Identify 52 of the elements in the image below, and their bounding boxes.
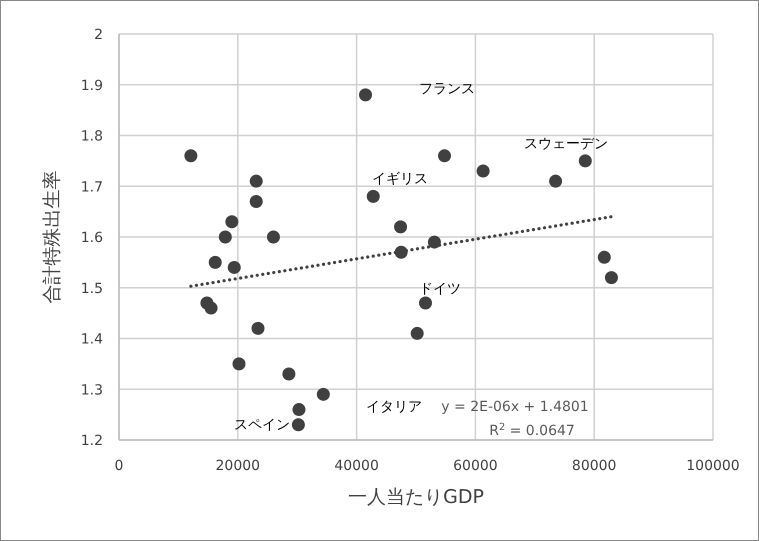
y-tick-label: 1.3 <box>80 382 103 398</box>
point <box>476 164 490 178</box>
point <box>204 302 218 315</box>
x-axis-title: 一人当たりGDP <box>348 486 484 508</box>
point <box>218 230 232 244</box>
point <box>428 236 441 249</box>
point <box>410 326 424 340</box>
annotation: イギリス <box>372 171 428 187</box>
point <box>316 388 330 401</box>
point <box>251 322 264 335</box>
annotation: スウェーデン <box>524 136 608 152</box>
point <box>438 149 452 162</box>
point <box>604 271 618 284</box>
point <box>419 296 432 310</box>
y-tick-label: 1.7 <box>80 179 103 196</box>
point <box>578 154 592 168</box>
point <box>366 190 380 203</box>
annotation: イタリア <box>366 399 422 415</box>
x-tick-label: 40000 <box>334 458 379 474</box>
annotation: スペイン <box>234 417 290 433</box>
point <box>208 256 222 269</box>
x-tick-label: 0 <box>114 458 124 474</box>
point <box>232 357 246 370</box>
annotation: y = 2E-06x + 1.4801 <box>441 399 589 415</box>
point <box>598 250 611 264</box>
x-tick-label: 20000 <box>216 458 260 474</box>
point <box>228 260 241 274</box>
y-axis-title: 合計特殊出生率 <box>41 170 63 304</box>
point <box>250 194 263 208</box>
x-tick-label: 80000 <box>572 458 616 474</box>
y-tick-label: 2 <box>94 27 103 43</box>
annotation: R$^{2}$ = 0.0647 <box>489 422 575 439</box>
point <box>282 368 296 381</box>
point <box>250 174 263 188</box>
y-tick-label: 1.2 <box>80 433 103 449</box>
point <box>359 88 372 102</box>
y-tick-label: 1.4 <box>80 332 104 348</box>
point <box>394 220 408 234</box>
y-tick-label: 1.6 <box>80 230 104 246</box>
annotation: ドイツ <box>419 281 461 297</box>
y-tick-label: 1.8 <box>80 128 103 144</box>
point <box>292 418 305 432</box>
point <box>184 149 198 162</box>
point <box>266 230 280 244</box>
annotation: フランス <box>419 81 475 97</box>
x-tick-label: 60000 <box>453 458 498 474</box>
point <box>225 215 238 228</box>
point <box>549 174 562 188</box>
y-tick-label: 1.5 <box>80 280 103 297</box>
x-tick-label: 100000 <box>686 458 740 474</box>
point <box>292 403 306 416</box>
y-tick-label: 1.9 <box>80 78 103 94</box>
